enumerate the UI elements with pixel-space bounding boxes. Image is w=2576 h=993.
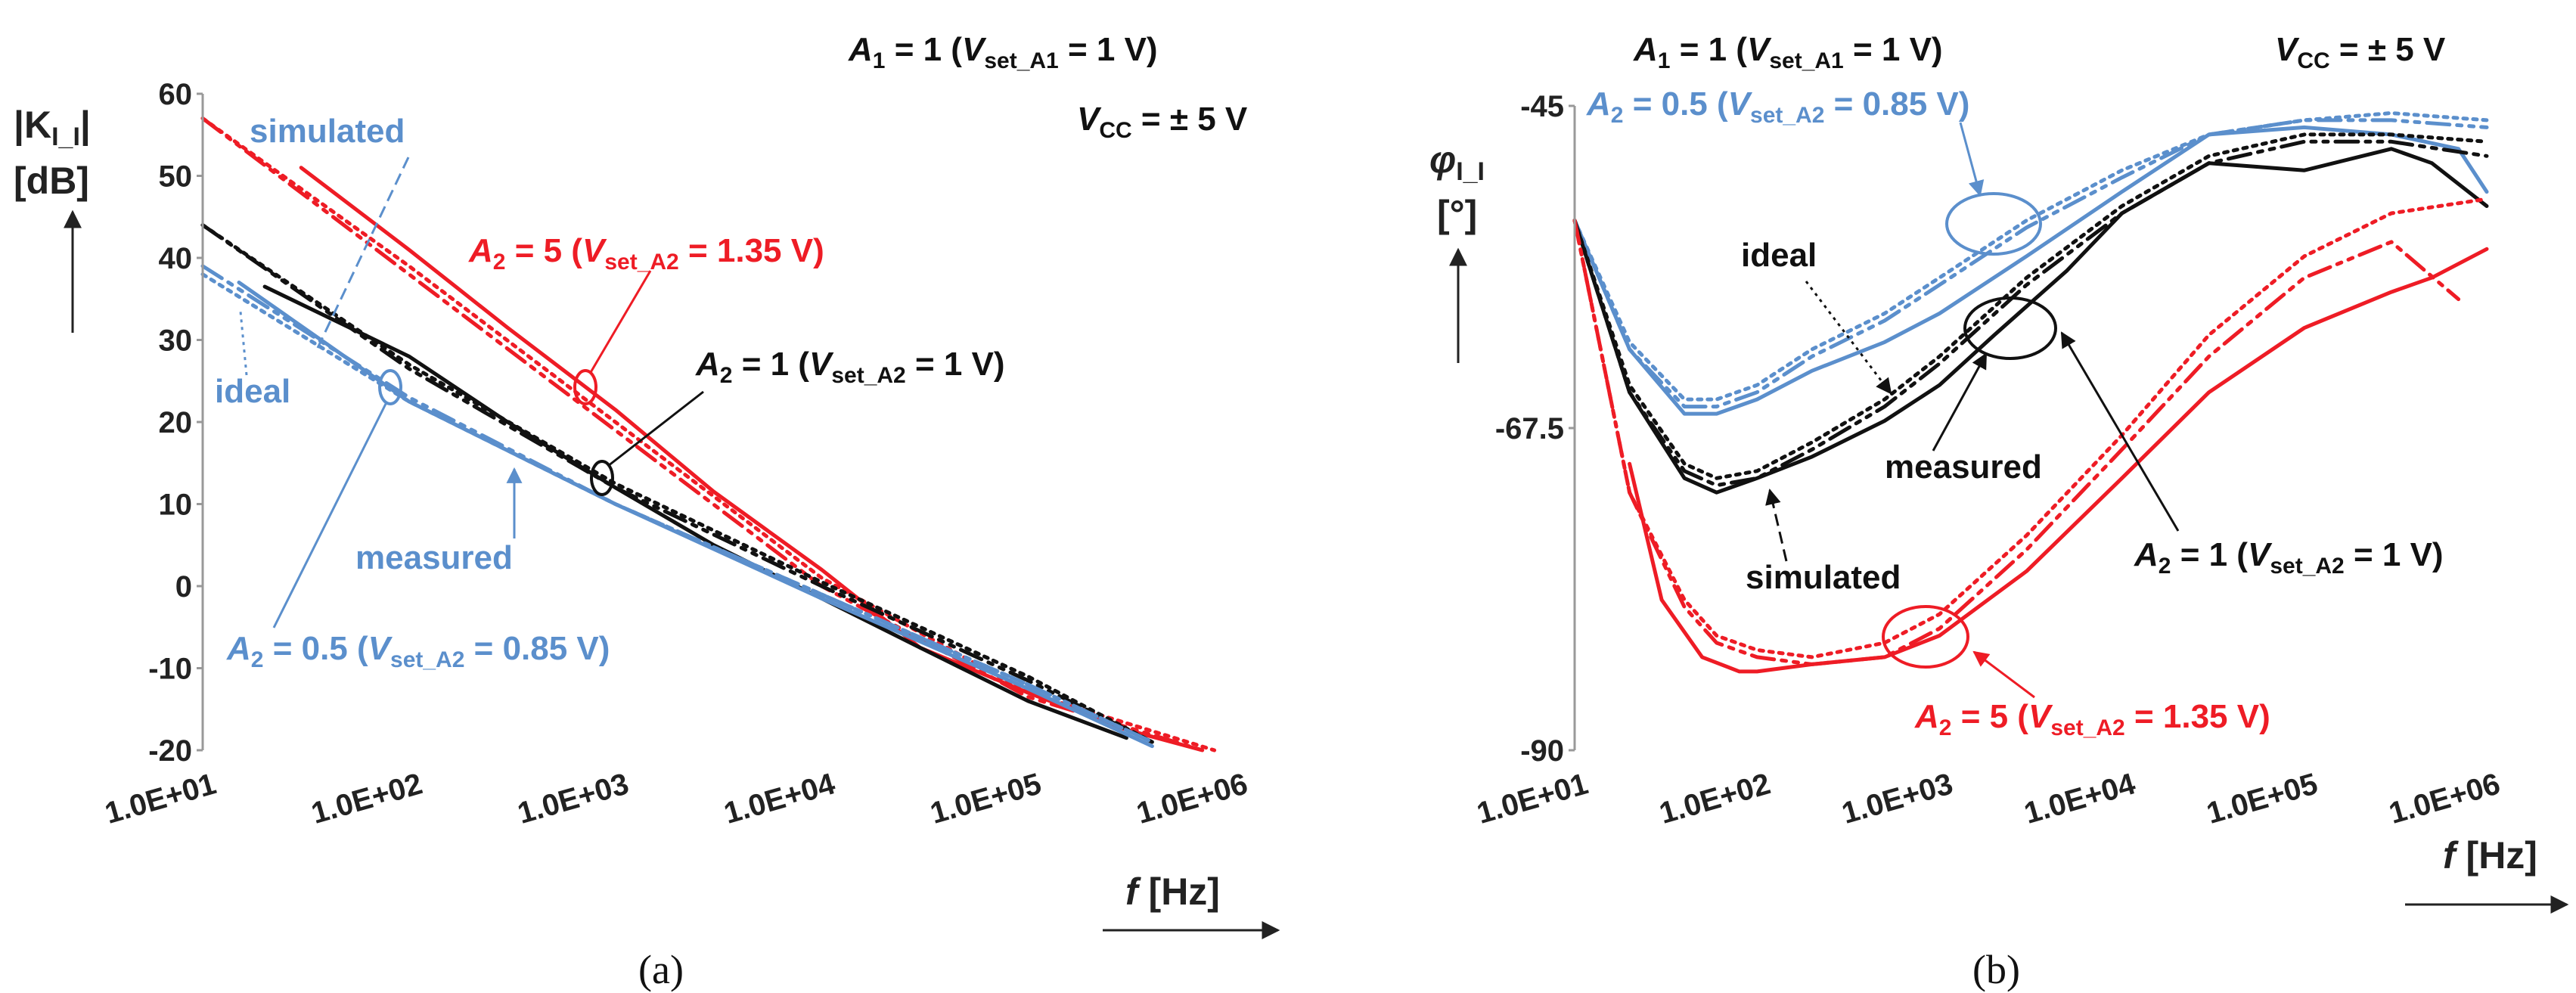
y-tick-label: -45 xyxy=(1520,90,1564,123)
marker-ellipse-gain1-b xyxy=(1963,296,2057,360)
y-tick-label: -20 xyxy=(148,734,192,768)
series-line xyxy=(1572,132,2489,480)
marker-ellipse-gain5-b xyxy=(1882,605,1969,669)
label-simulated-a: simulated xyxy=(250,113,405,150)
label-gain05-a: A2 = 0.5 (Vset_A2 = 0.85 V) xyxy=(226,630,610,672)
header-vcc-b: VCC = ± 5 V xyxy=(2275,31,2446,73)
label-measured-b: measured xyxy=(1885,448,2042,486)
y-axis-unit-b: [°] xyxy=(1437,193,1477,235)
y-tick-label: -90 xyxy=(1520,734,1564,768)
pointer-ideal-a xyxy=(239,311,248,376)
label-gain5-a: A2 = 5 (Vset_A2 = 1.35 V) xyxy=(468,232,824,275)
series-line xyxy=(1572,139,2489,488)
marker-ellipse-gain5-a xyxy=(573,369,597,405)
x-tick-label: 1.0E+04 xyxy=(2021,767,2140,830)
y-tick-label: 30 xyxy=(159,324,193,358)
chart-panel-b: -90 -67.5 -45 1.0E+01 1.0E+02 1.0E+03 1.0E+04… xyxy=(1429,31,2569,992)
series-line xyxy=(200,223,1154,744)
series-line xyxy=(1572,125,2489,416)
x-tick-label: 1.0E+06 xyxy=(1133,767,1251,830)
panel-label-b: (b) xyxy=(1972,947,2020,992)
series-line xyxy=(200,223,1154,744)
series-line xyxy=(1628,247,2489,674)
series-line xyxy=(262,284,1128,740)
pointer-gain1-b xyxy=(2060,331,2180,532)
x-tick-label: 1.0E+03 xyxy=(514,767,632,830)
x-tick-labels-a: 1.0E+01 1.0E+02 1.0E+03 1.0E+04 1.0E+05 1.0E+… xyxy=(101,767,1251,830)
y-tick-labels-b: -90 -67.5 -45 xyxy=(1495,90,1575,768)
x-axis-label-a: f [Hz] xyxy=(1125,870,1220,913)
x-tick-label: 1.0E+01 xyxy=(1473,767,1591,830)
y-tick-label: 20 xyxy=(159,406,193,439)
y-axis-label-b: φI_I xyxy=(1429,138,1485,186)
y-tick-label: -10 xyxy=(148,653,192,686)
label-ideal-a: ideal xyxy=(215,373,290,410)
pointer-ideal-b xyxy=(1805,281,1892,395)
series-line xyxy=(200,264,1154,744)
series-line xyxy=(200,272,1154,744)
y-axis-unit-a: [dB] xyxy=(14,160,89,202)
x-axis-label-b: f [Hz] xyxy=(2443,834,2537,877)
series-group-b xyxy=(1572,111,2489,674)
y-tick-label: 40 xyxy=(159,242,193,275)
header-a1-a: A1 = 1 (Vset_A1 = 1 V) xyxy=(848,31,1158,73)
series-line xyxy=(1572,197,2489,659)
pointer-gain05-b xyxy=(1959,122,1985,197)
pointer-simulated-b xyxy=(1765,488,1788,562)
series-line xyxy=(1572,147,2489,495)
label-gain1-b: A2 = 1 (Vset_A2 = 1 V) xyxy=(2134,536,2444,579)
marker-ellipse-gain05-b xyxy=(1945,192,2042,256)
pointer-gain05-a xyxy=(272,403,387,628)
series-line xyxy=(200,116,1217,753)
header-a1-b: A1 = 1 (Vset_A1 = 1 V) xyxy=(1633,31,1943,73)
x-tick-label: 1.0E+02 xyxy=(308,767,426,830)
label-gain5-b: A2 = 5 (Vset_A2 = 1.35 V) xyxy=(1914,698,2270,740)
series-line xyxy=(1572,111,2489,402)
y-tick-label: 0 xyxy=(175,570,192,604)
label-measured-a: measured xyxy=(355,539,513,576)
pointer-gain5-b xyxy=(1972,650,2035,699)
marker-ellipse-gain05-a xyxy=(378,369,402,405)
label-gain1-a: A2 = 1 (Vset_A2 = 1 V) xyxy=(695,346,1005,388)
y-tick-label: 60 xyxy=(159,78,193,111)
x-tick-label: 1.0E+06 xyxy=(2385,767,2503,830)
pointer-gain5-a xyxy=(588,270,652,374)
marker-ellipse-gain1-a xyxy=(590,460,614,496)
x-tick-label: 1.0E+05 xyxy=(926,767,1044,830)
x-tick-label: 1.0E+03 xyxy=(1838,767,1956,830)
x-tick-label: 1.0E+05 xyxy=(2203,767,2321,830)
pointer-gain1-a xyxy=(607,390,704,467)
x-tick-label: 1.0E+04 xyxy=(720,767,839,830)
y-tick-labels-a: -20 -10 0 10 20 30 40 50 60 xyxy=(148,78,203,768)
pointer-measured-b xyxy=(1932,352,1988,452)
y-tick-label: 50 xyxy=(159,160,193,194)
header-vcc-a: VCC = ± 5 V xyxy=(1077,101,1248,143)
series-line xyxy=(1572,219,2461,666)
y-tick-label: -67.5 xyxy=(1495,412,1564,445)
panel-label-a: (a) xyxy=(638,947,684,992)
label-gain05-b: A2 = 0.5 (Vset_A2 = 0.85 V) xyxy=(1586,85,1969,128)
y-axis-label-a: |KI_I| xyxy=(14,104,91,151)
x-tick-labels-b: 1.0E+01 1.0E+02 1.0E+03 1.0E+04 1.0E+05 1.0E+… xyxy=(1473,767,2503,830)
label-simulated-b: simulated xyxy=(1746,559,1901,596)
series-line xyxy=(1572,118,2489,409)
series-group-a xyxy=(200,116,1217,753)
series-line xyxy=(200,116,1205,753)
y-tick-label: 10 xyxy=(159,489,193,522)
x-tick-label: 1.0E+01 xyxy=(101,767,219,830)
x-tick-label: 1.0E+02 xyxy=(1656,767,1774,830)
label-ideal-b: ideal xyxy=(1741,237,1817,274)
